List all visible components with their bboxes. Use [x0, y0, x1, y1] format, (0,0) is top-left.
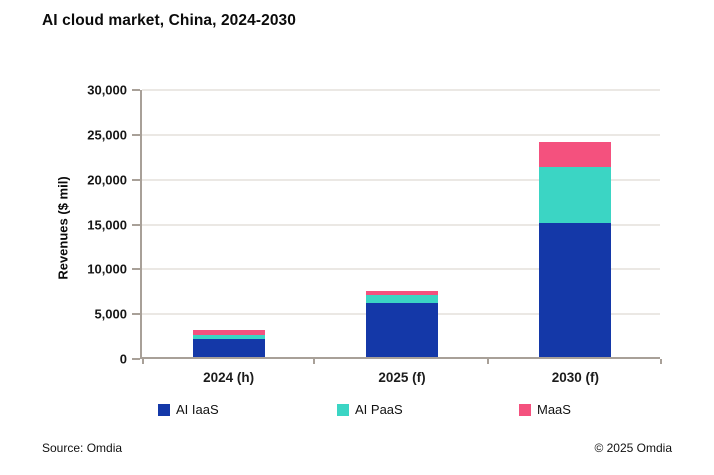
gridline [142, 268, 660, 271]
gridline [142, 133, 660, 136]
bar-segment-maas [539, 141, 612, 167]
y-axis-tick [132, 223, 140, 226]
legend-swatch [519, 403, 531, 416]
stacked-bar-2024-h [192, 329, 265, 357]
y-tick-label: 5,000 [94, 306, 127, 322]
x-category-label: 2025 (f) [378, 370, 426, 385]
x-category-label: 2024 (h) [203, 370, 255, 385]
y-tick-label: 15,000 [87, 217, 127, 232]
bar-segment-ai-paas [366, 295, 438, 304]
legend-label: AI IaaS [176, 402, 219, 417]
y-axis-tick [132, 178, 140, 181]
source-note: Source: Omdia [42, 441, 123, 455]
y-axis-tick [132, 89, 140, 91]
legend-label: MaaS [537, 402, 571, 417]
bar-segment-maas [192, 329, 265, 335]
bar-segment-ai-iaas [539, 222, 612, 357]
y-axis-tick [132, 133, 140, 136]
x-axis-tick [142, 359, 144, 364]
y-tick-label: 30,000 [87, 82, 127, 98]
y-axis-tick [132, 313, 140, 316]
gridline [142, 178, 660, 181]
x-axis-tick [486, 359, 489, 364]
y-axis-tick [132, 358, 140, 360]
copyright-note: © 2025 Omdia [594, 441, 672, 455]
y-axis-tick [132, 268, 140, 271]
legend-item-maas: MaaS [519, 402, 571, 417]
chart-title: AI cloud market, China, 2024-2030 [42, 12, 296, 29]
y-tick-label: 25,000 [87, 127, 127, 143]
y-tick-label: 10,000 [87, 261, 127, 277]
y-tick-label: 20,000 [87, 172, 127, 188]
bar-segment-ai-iaas [192, 339, 265, 357]
gridline [142, 223, 660, 226]
bar-segment-ai-iaas [366, 303, 438, 357]
legend-item-ai-iaas: AI IaaS [158, 402, 219, 417]
bar-segment-ai-paas [192, 334, 265, 340]
x-axis-tick [660, 359, 662, 364]
y-axis-title: Revenues ($ mil) [55, 176, 71, 280]
stacked-bar-2030-f [539, 141, 612, 357]
legend-swatch [158, 403, 170, 416]
legend-item-ai-paas: AI PaaS [337, 402, 403, 417]
gridline [142, 89, 660, 91]
plot-area: 0 5,000 10,000 15,000 20,000 25,000 30,000 2024… [87, 83, 662, 385]
bar-segment-maas [366, 291, 438, 296]
y-tick-label: 0 [119, 351, 127, 367]
legend-label: AI PaaS [355, 402, 403, 417]
x-axis-tick [313, 359, 316, 364]
stacked-bar-2025-f [366, 291, 438, 357]
legend-swatch [337, 403, 349, 416]
x-category-label: 2030 (f) [551, 370, 599, 385]
bar-segment-ai-paas [539, 166, 612, 223]
